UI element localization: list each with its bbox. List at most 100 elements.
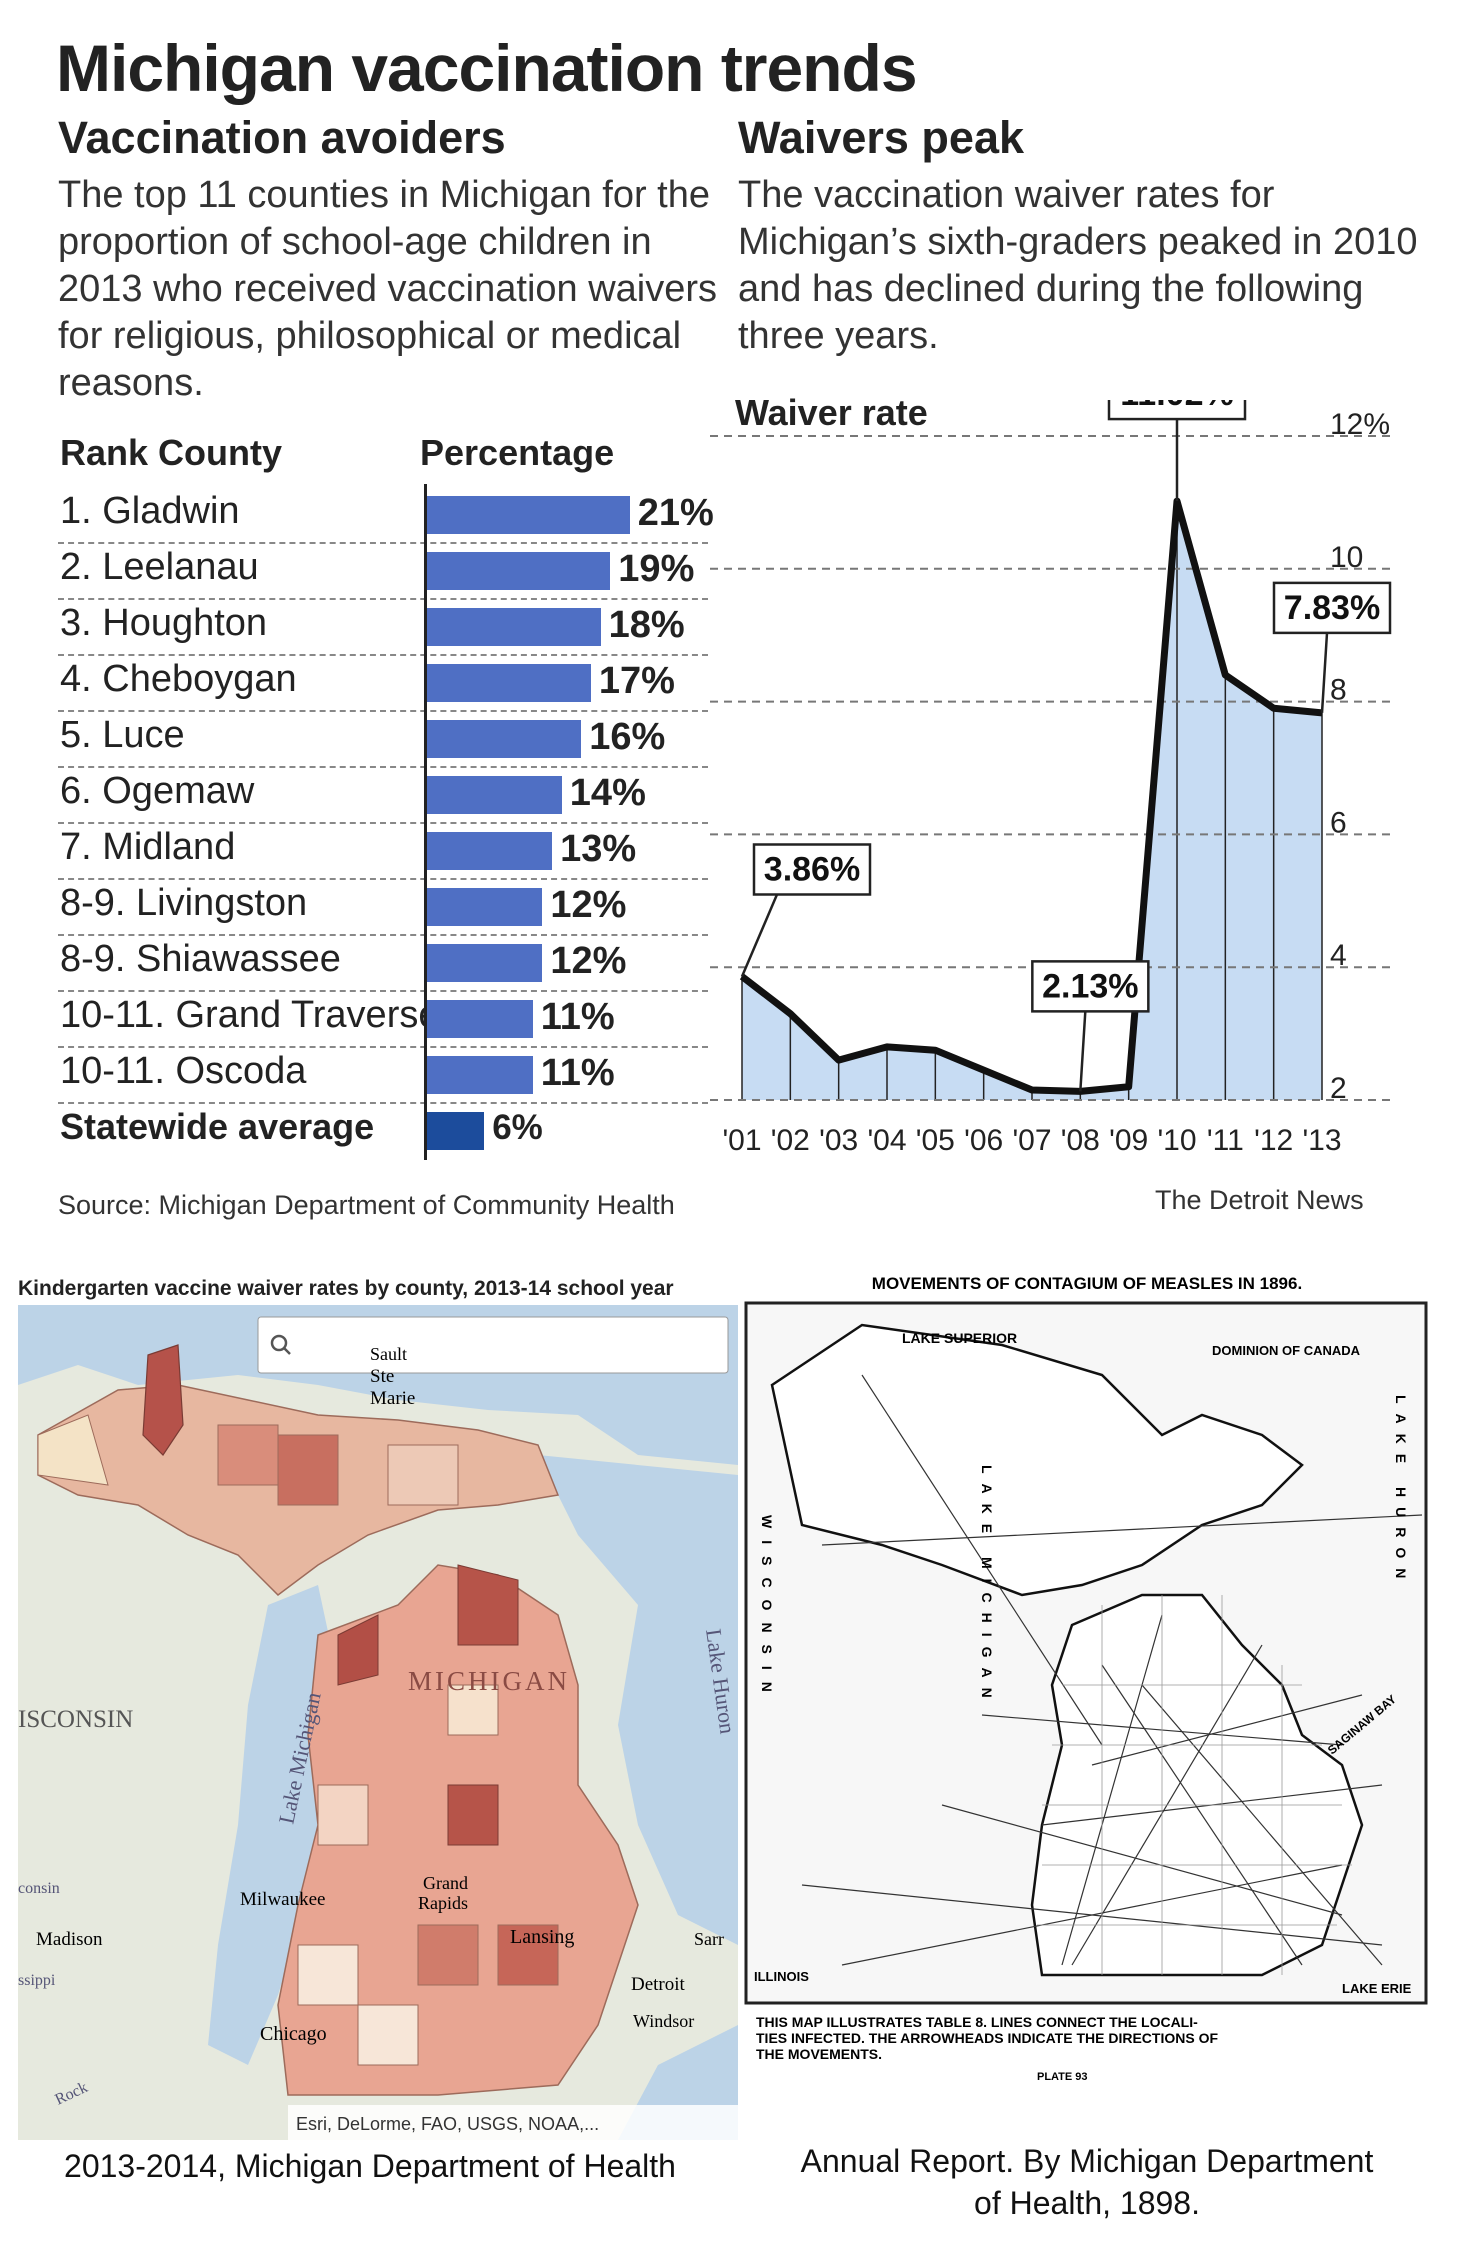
- lp-county: [417, 1924, 479, 1986]
- col-rank-county: Rank County: [60, 432, 283, 473]
- y-tick-label: 6: [1330, 806, 1347, 839]
- lp-county: [317, 1784, 369, 1846]
- bar-value-label: 18%: [608, 604, 685, 646]
- map-note-line: THE MOVEMENTS.: [756, 2046, 882, 2062]
- left-desc-line: The top 11 counties in Michigan for the: [58, 174, 711, 216]
- map-right-caption: Annual Report. By Michigan Department of…: [742, 2140, 1432, 2224]
- bar-axis-line: [424, 484, 427, 1160]
- lake-huron: [538, 1455, 738, 1945]
- row-divider: [58, 990, 708, 992]
- map-left-caption: 2013-2014, Michigan Department of Health: [64, 2148, 676, 2184]
- label-wisconsin: WISCONSIN: [759, 1515, 775, 1704]
- row-divider: [58, 766, 708, 768]
- annotation-box: [752, 843, 872, 896]
- annotation-box: [1107, 400, 1247, 421]
- county-grid: [1037, 1595, 1352, 1975]
- row-divider: [58, 1046, 708, 1048]
- x-tick-label: '04: [867, 1124, 906, 1157]
- label-milwaukee: Milwaukee: [240, 1889, 325, 1910]
- county-label: 3. Houghton: [60, 602, 268, 644]
- bar-value-label: 11%: [540, 1052, 615, 1094]
- county-bar: [426, 496, 630, 534]
- col-percentage: Percentage: [420, 432, 615, 473]
- label-sault: Sault: [370, 1344, 407, 1364]
- bar-value-label: 13%: [560, 828, 637, 870]
- left-desc-line: 2013 who received vaccination waivers: [58, 268, 718, 310]
- label-lake-erie: LAKE ERIE: [1342, 1981, 1412, 1996]
- lp-county: [497, 1924, 559, 1986]
- label-illinois: ILLINOIS: [754, 1969, 809, 1984]
- label-sarnia: Sarr: [694, 1929, 724, 1949]
- row-divider: [58, 598, 708, 600]
- label-ssippi: ssippi: [18, 1972, 56, 1989]
- right-desc-line: The vaccination waiver rates for: [738, 174, 1275, 216]
- label-windsor: Windsor: [633, 2011, 694, 2031]
- label-wisconsin: ISCONSIN: [18, 1706, 133, 1733]
- right-desc-line: three years.: [738, 315, 939, 357]
- x-tick-label: '01: [722, 1124, 761, 1157]
- search-icon: [270, 1334, 288, 1352]
- county-bar: [426, 608, 601, 646]
- map-search-box[interactable]: [257, 1316, 729, 1374]
- x-tick-label: '08: [1061, 1124, 1100, 1157]
- annotation-leader: [740, 894, 779, 977]
- up-county: [37, 1414, 109, 1486]
- lp-county: [447, 1684, 499, 1736]
- row-divider: [58, 934, 708, 936]
- up-county: [277, 1434, 339, 1506]
- right-description: The vaccination waiver rates for Michiga…: [738, 172, 1417, 360]
- gladwin-county: [447, 1784, 499, 1846]
- x-tick-label: '02: [771, 1124, 810, 1157]
- left-heading: Vaccination avoiders: [58, 112, 506, 163]
- attribution-bg: [288, 2105, 738, 2140]
- waiver-line: [739, 497, 1323, 1095]
- annotation-label: 7.83%: [1284, 589, 1380, 627]
- bar-value-label: 11%: [540, 996, 615, 1038]
- label-chicago: Chicago: [260, 2023, 327, 2045]
- county-bar: [426, 888, 543, 926]
- x-tick-label: '06: [964, 1124, 1003, 1157]
- y-tick-label: 8: [1330, 674, 1347, 707]
- right-desc-line: and has declined during the following: [738, 268, 1364, 310]
- x-tick-label: '13: [1302, 1124, 1341, 1157]
- up-county: [387, 1444, 459, 1506]
- measles-map-title: MOVEMENTS OF CONTAGIUM OF MEASLES IN 189…: [872, 1274, 1302, 1293]
- bar-value-label: 21%: [637, 492, 714, 534]
- caption-line: of Health, 1898.: [974, 2185, 1200, 2221]
- statewide-average-label: Statewide average: [60, 1106, 375, 1147]
- label-consin: consin: [18, 1880, 60, 1897]
- row-divider: [58, 822, 708, 824]
- county-label: 4. Cheboygan: [60, 658, 297, 700]
- county-label: 2. Leelanau: [60, 546, 259, 588]
- county-bar: [426, 664, 591, 702]
- left-desc-line: reasons.: [58, 362, 204, 404]
- statewide-average-bar: [426, 1112, 485, 1150]
- cheboygan-county: [457, 1564, 519, 1646]
- waiver-county-map: Sault Ste Marie ISCONSIN MICHIGAN Lake M…: [18, 1305, 738, 2140]
- label-lake-michigan: LAKE MICHIGAN: [979, 1465, 995, 1708]
- label-ste: Ste: [370, 1366, 394, 1387]
- bar-value-label: 6%: [492, 1108, 543, 1147]
- county-label: 8-9. Livingston: [60, 882, 308, 924]
- county-bar: [426, 832, 553, 870]
- label-marie: Marie: [370, 1388, 415, 1409]
- page-title: Michigan vaccination trends: [56, 31, 918, 105]
- row-divider: [58, 1102, 708, 1104]
- county-bar: [426, 1000, 533, 1038]
- lp-county: [297, 1944, 359, 2006]
- lower-peninsula-outline: [1030, 1593, 1364, 1977]
- bar-value-label: 14%: [569, 772, 646, 814]
- map-attribution[interactable]: Esri, DeLorme, FAO, USGS, NOAA,...: [296, 2114, 599, 2134]
- right-desc-line: Michigan’s sixth-graders peaked in 2010: [738, 221, 1418, 263]
- x-tick-label: '05: [916, 1124, 955, 1157]
- annotation-label: 2.13%: [1042, 967, 1138, 1005]
- up-county: [217, 1424, 279, 1486]
- annotation-label: 11.02%: [1120, 400, 1233, 413]
- label-lansing: Lansing: [510, 1926, 574, 1948]
- map-left-title: Kindergarten vaccine waiver rates by cou…: [18, 1277, 674, 1300]
- y-tick-label: 10: [1330, 541, 1363, 574]
- label-dominion: DOMINION OF CANADA: [1212, 1343, 1361, 1358]
- annotation-label: 3.86%: [764, 850, 860, 888]
- map-note-line: TIES INFECTED. THE ARROWHEADS INDICATE T…: [756, 2030, 1218, 2046]
- x-tick-label: '11: [1207, 1124, 1244, 1157]
